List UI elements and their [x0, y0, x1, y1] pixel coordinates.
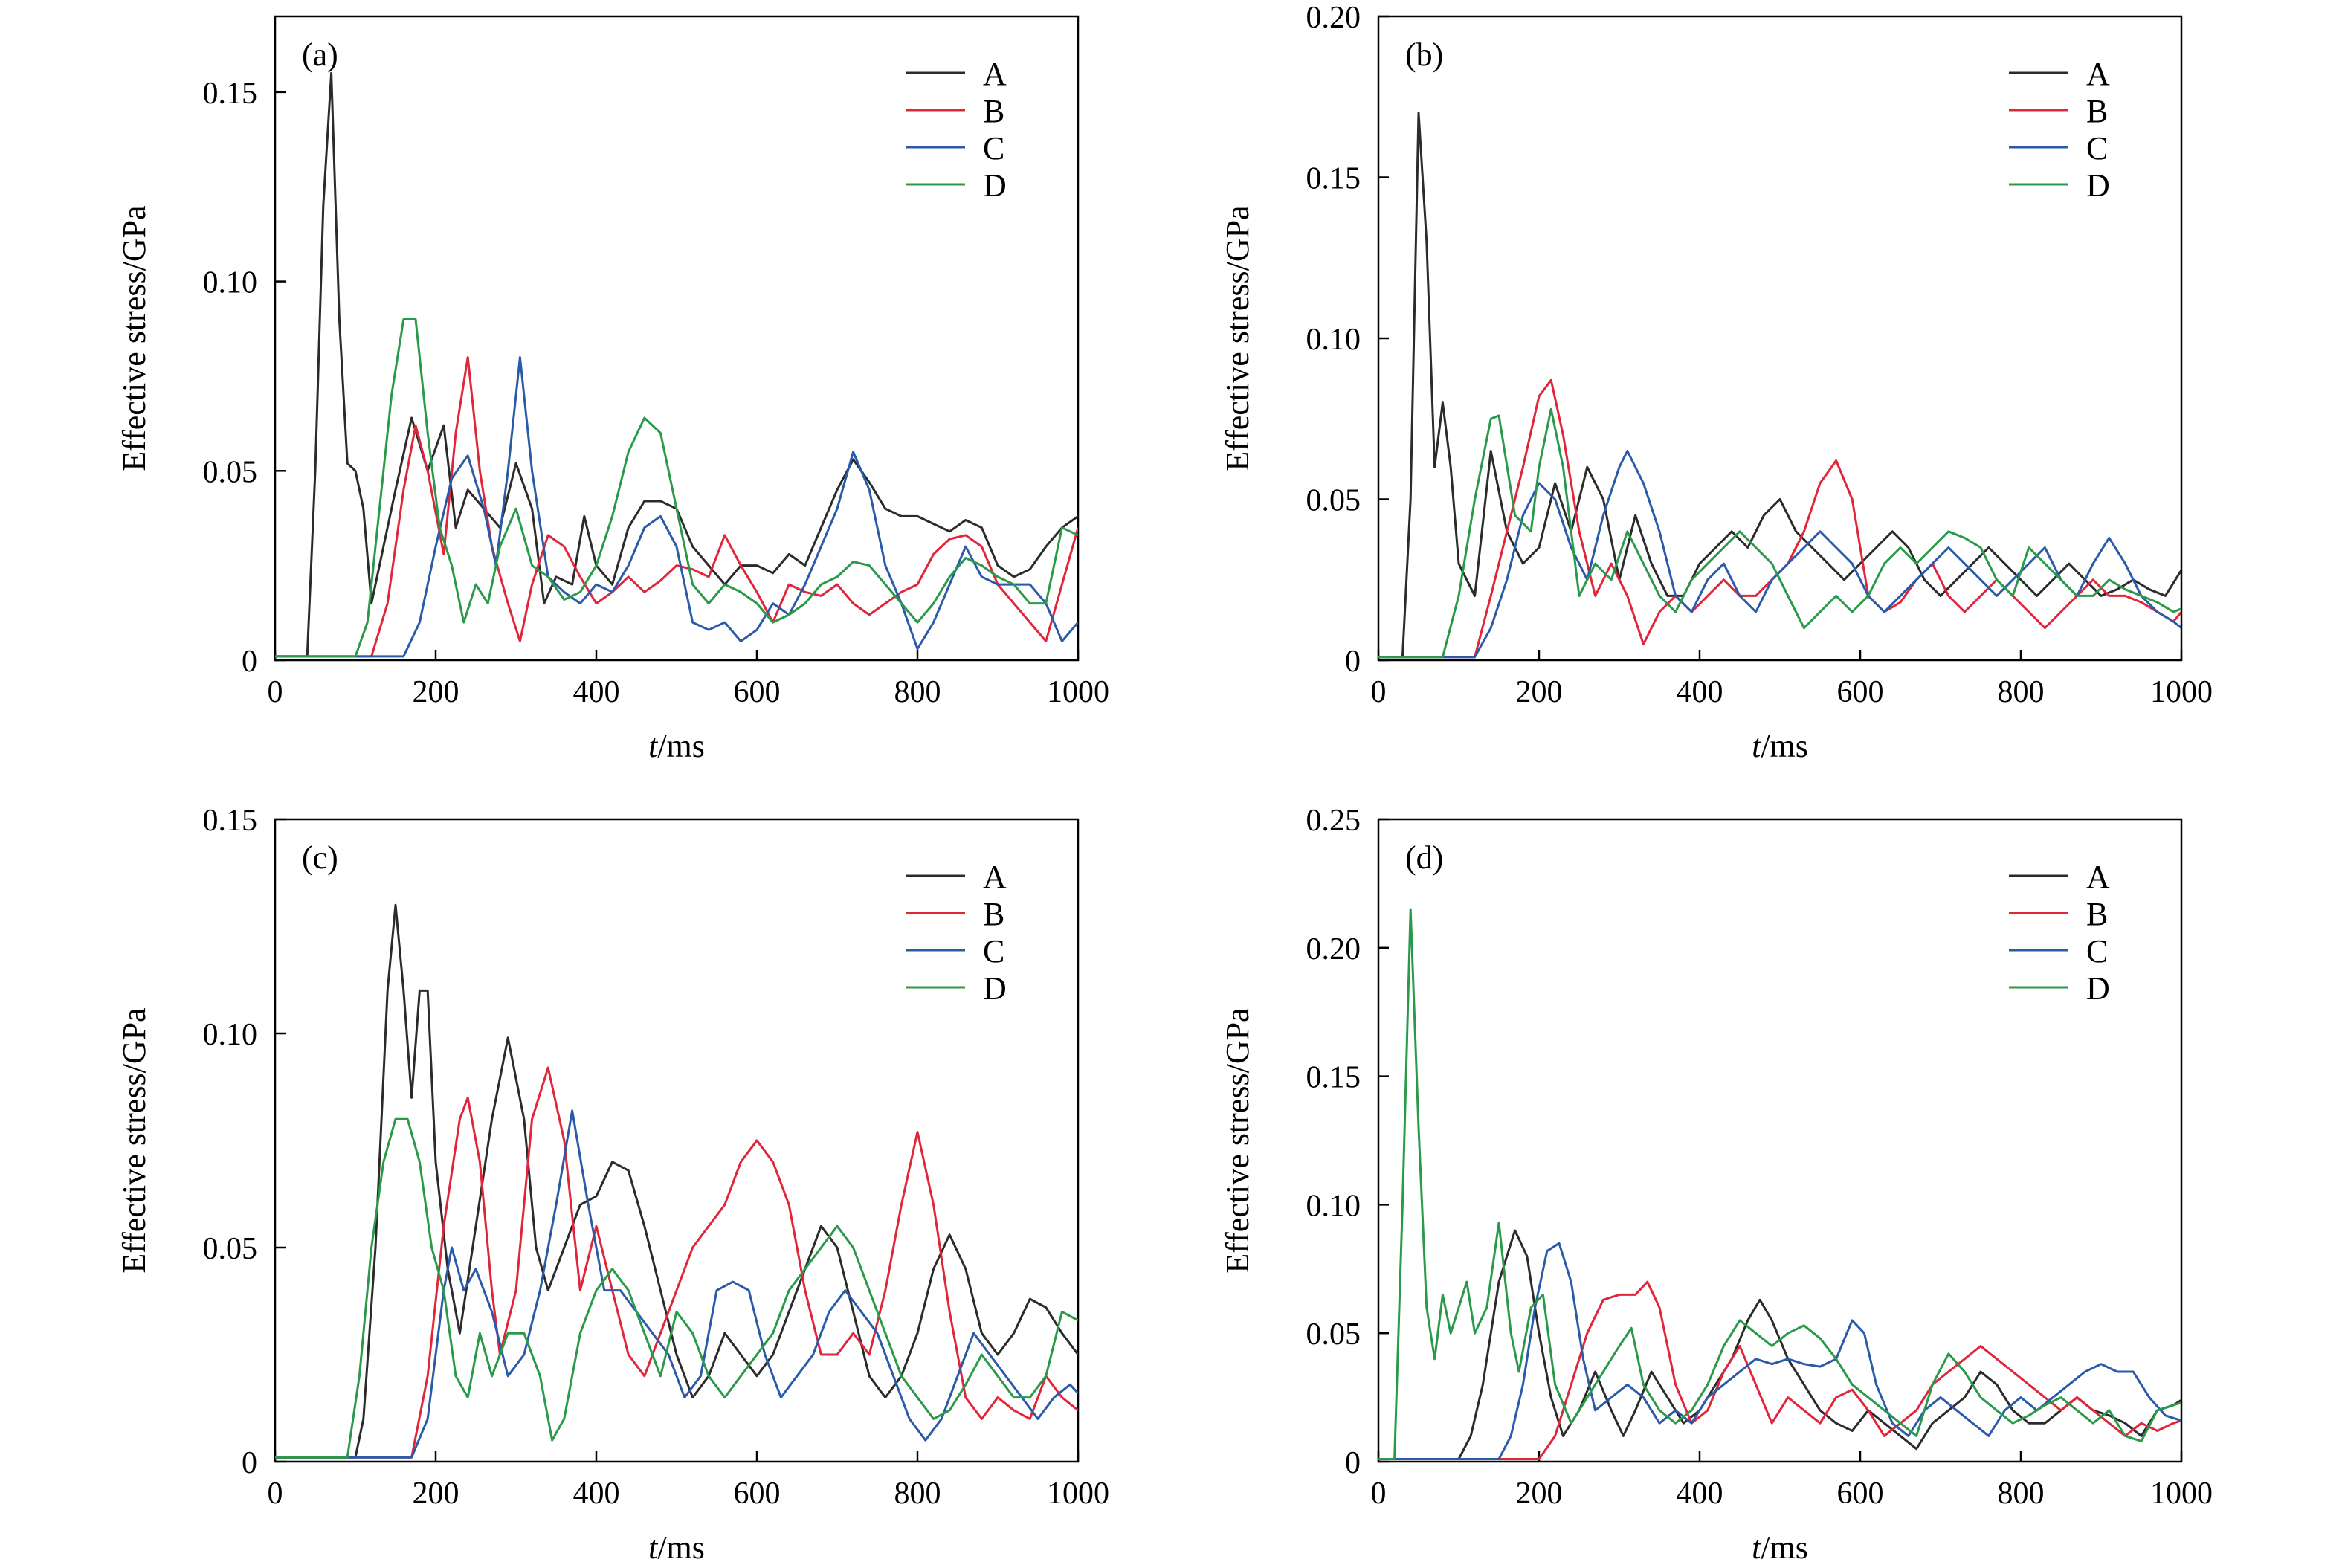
x-tick-label: 600: [1837, 675, 1884, 709]
y-tick-label: 0: [242, 645, 257, 679]
legend-label-c: C: [2086, 933, 2108, 969]
x-tick-label: 800: [894, 1477, 941, 1511]
series-line-a: [1378, 1229, 2181, 1460]
legend-label-d: D: [983, 167, 1007, 204]
legend-label-a: A: [2086, 859, 2110, 895]
x-tick-label: 400: [573, 675, 620, 709]
y-tick-label: 0.15: [203, 804, 258, 838]
x-tick-label: 1000: [1047, 1477, 1109, 1511]
legend-label-b: B: [2086, 93, 2108, 129]
x-tick-label: 800: [1998, 675, 2045, 709]
series-line-b: [1378, 1280, 2181, 1460]
x-tick-label: 600: [734, 675, 781, 709]
legend-label-b: B: [983, 896, 1004, 932]
x-tick-label: 200: [1516, 1477, 1563, 1511]
x-tick-label: 400: [1677, 675, 1723, 709]
x-tick-label: 200: [413, 675, 459, 709]
y-tick-label: 0.05: [1306, 484, 1361, 518]
x-tick-label: 1000: [2150, 675, 2213, 709]
panel-label: (c): [302, 839, 338, 876]
series-line-c: [1378, 450, 2181, 659]
y-tick-label: 0.25: [1306, 804, 1361, 838]
legend-label-a: A: [983, 56, 1007, 92]
panel-label: (d): [1405, 839, 1443, 876]
series-line-d: [275, 1117, 1078, 1459]
x-axis-label: t/ms: [1752, 728, 1808, 764]
series-line-a: [1378, 112, 2181, 659]
plot-frame: [274, 818, 1080, 1463]
x-tick-label: 1000: [2150, 1477, 2213, 1511]
y-axis-label: Effective stress/GPa: [116, 205, 152, 471]
x-tick-label: 800: [1998, 1477, 2045, 1511]
x-tick-label: 200: [413, 1477, 459, 1511]
y-tick-label: 0: [1345, 1446, 1361, 1480]
series-line-b: [275, 356, 1078, 658]
y-tick-label: 0.10: [1306, 323, 1361, 357]
y-tick-label: 0.10: [203, 1018, 258, 1052]
x-tick-label: 0: [1371, 1477, 1387, 1511]
y-tick-label: 0.10: [203, 266, 258, 300]
x-axis-label: t/ms: [648, 728, 705, 764]
plot-frame: [1377, 818, 2183, 1463]
y-tick-label: 0: [242, 1446, 257, 1480]
legend-label-d: D: [983, 970, 1007, 1007]
legend-label-c: C: [983, 933, 1004, 969]
series-line-d: [275, 318, 1078, 658]
plot-frame: [274, 15, 1080, 662]
legend-label-b: B: [2086, 896, 2108, 932]
x-axis-label: t/ms: [1752, 1529, 1808, 1566]
y-tick-label: 0: [1345, 645, 1361, 679]
legend-label-c: C: [983, 130, 1004, 167]
legend-label-d: D: [2086, 167, 2110, 204]
y-tick-label: 0.05: [1306, 1317, 1361, 1352]
x-tick-label: 600: [734, 1477, 781, 1511]
series-line-c: [275, 356, 1078, 658]
y-axis-label: Effective stress/GPa: [1219, 205, 1256, 471]
y-tick-label: 0.15: [203, 77, 258, 111]
legend-label-a: A: [2086, 56, 2110, 92]
legend-label-d: D: [2086, 970, 2110, 1007]
x-tick-label: 0: [268, 675, 283, 709]
chart-panel-4: 0 200 400 600 800 1000 0 0.05 0.10 0.15 0.20 0.25 t/…: [1219, 804, 2213, 1566]
y-tick-label: 0.20: [1306, 932, 1361, 967]
legend-label-a: A: [983, 859, 1007, 895]
y-axis-label: Effective stress/GPa: [1219, 1007, 1256, 1273]
y-tick-label: 0.10: [1306, 1189, 1361, 1223]
chart-panel-2: 0 200 400 600 800 1000 0 0.05 0.10 0.15 0.20 t/ms Ef…: [1219, 1, 2213, 764]
chart-panel-3: 0 200 400 600 800 1000 0 0.05 0.10 0.15 t/ms Effect…: [116, 804, 1109, 1566]
series-line-c: [1378, 1242, 2181, 1460]
panel-label: (b): [1405, 36, 1443, 73]
panel-label: (a): [302, 36, 338, 73]
x-tick-label: 1000: [1047, 675, 1109, 709]
series-line-a: [275, 71, 1078, 658]
legend-label-b: B: [983, 93, 1004, 129]
series-line-d: [1378, 407, 2181, 659]
y-tick-label: 0.20: [1306, 1, 1361, 35]
series-line-c: [275, 1109, 1078, 1459]
series-line-b: [1378, 378, 2181, 659]
x-tick-label: 400: [1677, 1477, 1723, 1511]
x-tick-label: 0: [1371, 675, 1387, 709]
x-tick-label: 200: [1516, 675, 1563, 709]
chart-panel-1: 0 200 400 600 800 1000 0 0.05 0.10 0.15 t/ms Effect…: [116, 15, 1109, 764]
y-tick-label: 0.05: [203, 1232, 258, 1266]
x-tick-label: 800: [894, 675, 941, 709]
x-axis-label: t/ms: [648, 1529, 705, 1566]
x-tick-label: 400: [573, 1477, 620, 1511]
y-axis-label: Effective stress/GPa: [116, 1007, 152, 1273]
y-tick-label: 0.15: [1306, 162, 1361, 196]
y-tick-label: 0.05: [203, 455, 258, 489]
y-tick-label: 0.15: [1306, 1061, 1361, 1095]
x-tick-label: 0: [268, 1477, 283, 1511]
legend-label-c: C: [2086, 130, 2108, 167]
series-line-d: [1378, 908, 2181, 1460]
x-tick-label: 600: [1837, 1477, 1884, 1511]
